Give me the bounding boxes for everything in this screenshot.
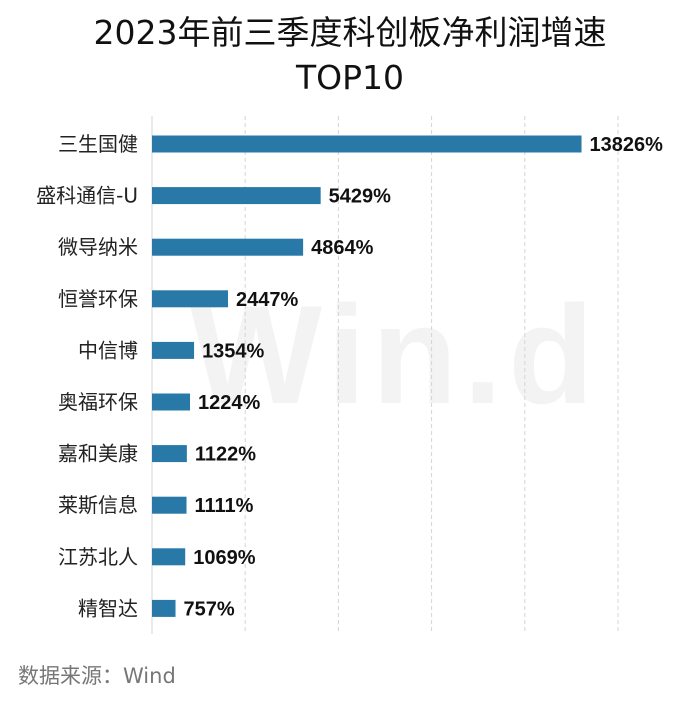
chart-title-line-1: 2023年前三季度科创板净利润增速	[93, 13, 607, 52]
chart-title-line-2: TOP10	[295, 58, 405, 97]
bar	[152, 187, 321, 205]
category-label: 江苏北人	[58, 545, 138, 569]
value-label: 1224%	[198, 392, 260, 414]
value-label: 4864%	[311, 237, 373, 259]
value-label: 1354%	[202, 340, 264, 362]
bar	[152, 341, 195, 359]
category-label: 恒誉环保	[58, 287, 138, 311]
bar	[152, 548, 186, 566]
category-label: 盛科通信-U	[36, 184, 138, 208]
category-label: 三生国健	[58, 132, 138, 156]
bar	[152, 290, 229, 308]
bar	[152, 496, 187, 514]
category-label: 嘉和美康	[58, 442, 138, 466]
value-label: 1111%	[195, 495, 254, 517]
value-label: 757%	[184, 598, 235, 620]
category-label: 奥福环保	[58, 390, 138, 414]
value-label: 2447%	[236, 289, 298, 311]
category-label: 中信博	[78, 338, 138, 362]
value-label: 1122%	[195, 444, 256, 466]
category-label: 莱斯信息	[58, 493, 138, 517]
value-label: 1069%	[193, 547, 255, 569]
source-note: 数据来源：Wind	[18, 664, 176, 688]
wind-watermark: Win.d	[190, 285, 600, 425]
bar	[152, 445, 187, 463]
value-label: 13826%	[590, 134, 664, 156]
bar	[152, 135, 582, 153]
category-label: 微导纳米	[58, 235, 138, 259]
bar	[152, 599, 176, 617]
category-label: 精智达	[78, 596, 138, 620]
value-label: 5429%	[329, 186, 391, 208]
bar	[152, 238, 304, 256]
bar	[152, 393, 191, 411]
